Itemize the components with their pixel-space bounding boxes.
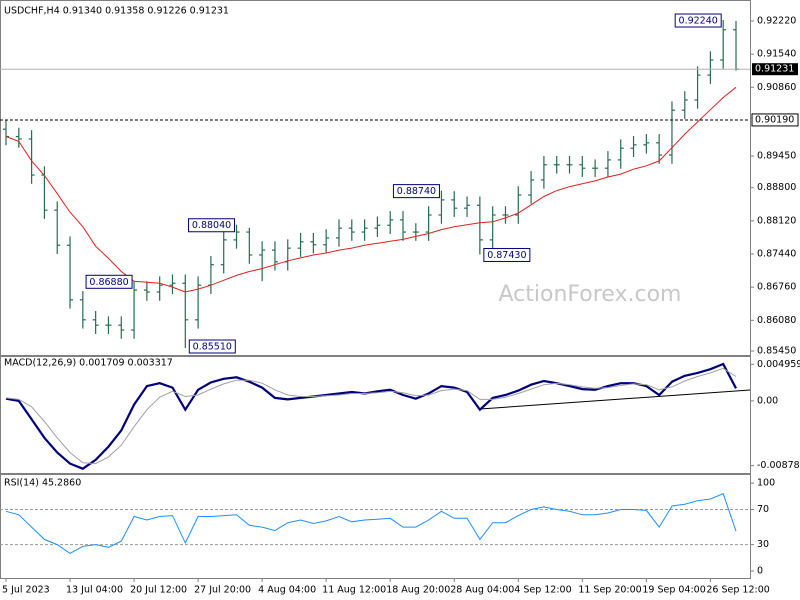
x-tick-label: 4 Aug 04:00 — [258, 585, 316, 596]
price-panel — [0, 0, 751, 356]
annotation-label: 0.88740 — [397, 186, 436, 197]
x-tick-label: 18 Aug 20:00 — [386, 585, 450, 596]
macd-line — [5, 362, 737, 470]
x-tick-label: 28 Aug 04:00 — [450, 585, 514, 596]
watermark: ActionForex.com — [499, 282, 682, 307]
level-label-box — [751, 113, 799, 127]
annotation-label: 0.88040 — [192, 220, 231, 231]
x-tick-label: 26 Sep 12:00 — [706, 585, 769, 596]
y-tick-label: 0.87440 — [757, 248, 796, 259]
annotation-box — [188, 339, 236, 354]
rsi-panel — [0, 474, 751, 579]
y-tick-label: 0.004959 — [757, 359, 800, 370]
y-tick-label: 0.90860 — [757, 82, 796, 93]
y-tick-label: 0.86760 — [757, 282, 796, 293]
annotation-box — [188, 218, 236, 233]
y-tick-label: 0.91540 — [757, 49, 796, 60]
y-tick-label: 0.88120 — [757, 215, 796, 226]
x-tick-label: 27 Jul 20:00 — [194, 585, 251, 596]
y-tick-label: 100 — [757, 478, 775, 489]
y-tick-label: 0.86080 — [757, 315, 796, 326]
x-tick-label: 20 Jul 12:00 — [130, 585, 187, 596]
y-tick-label: 0 — [757, 565, 763, 576]
y-tick-label: 0.89450 — [757, 151, 796, 162]
annotation-box — [483, 247, 531, 262]
level-label: 0.90190 — [755, 114, 794, 125]
x-tick-label: 11 Aug 12:00 — [322, 585, 386, 596]
panel-header: USDCHF,H4 0.91340 0.91358 0.91226 0.9123… — [4, 6, 229, 17]
y-tick-label: 0.92220 — [757, 15, 796, 26]
y-tick-label: 30 — [757, 539, 769, 550]
x-tick-label: 13 Jul 04:00 — [66, 585, 123, 596]
y-tick-label: 70 — [757, 504, 769, 515]
x-tick-label: 4 Sep 12:00 — [514, 585, 571, 596]
x-tick-label: 19 Sep 04:00 — [642, 585, 705, 596]
annotation-box — [392, 184, 440, 199]
signal-line — [5, 367, 737, 465]
y-tick-label: 0.85450 — [757, 346, 796, 357]
trend-line — [479, 389, 751, 410]
y-tick-label: 0.00 — [757, 395, 778, 406]
y-tick-label: 0.88800 — [757, 182, 796, 193]
macd-panel — [0, 356, 751, 474]
annotation-label: 0.92240 — [679, 16, 718, 27]
annotation-label: 0.86880 — [89, 277, 128, 288]
y-tick-label: -0.008785 — [757, 460, 800, 471]
rsi-line — [5, 493, 737, 554]
x-tick-label: 11 Sep 20:00 — [578, 585, 641, 596]
last-price-label: 0.91231 — [755, 64, 794, 75]
x-tick-label: 5 Jul 2023 — [2, 585, 50, 596]
last-price-box — [752, 63, 798, 76]
annotation-label: 0.85510 — [193, 342, 232, 353]
panel-header: MACD(12,26,9) 0.001709 0.003317 — [4, 358, 173, 369]
annotation-box — [674, 13, 722, 28]
annotation-label: 0.87430 — [487, 250, 526, 261]
panel-header: RSI(14) 45.2860 — [4, 478, 81, 489]
annotation-box — [85, 274, 133, 289]
